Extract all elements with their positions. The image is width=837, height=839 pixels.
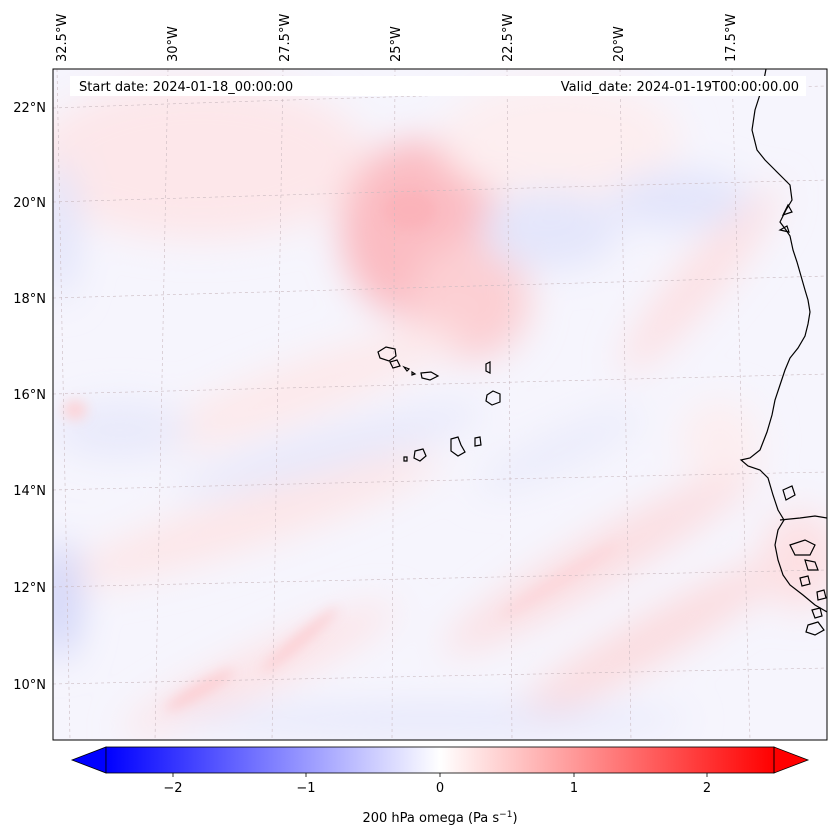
latitude-labels: 22°N 20°N 18°N 16°N 14°N 12°N 10°N: [13, 101, 46, 693]
lon-label: 25°W: [389, 26, 404, 62]
lon-label: 32.5°W: [55, 14, 70, 62]
lat-label: 20°N: [13, 196, 46, 211]
lon-label: 17.5°W: [724, 14, 739, 62]
colorbar-extend-min: [70, 746, 107, 774]
cape-verde-islands: [377, 346, 501, 462]
lon-label: 30°W: [166, 26, 181, 62]
colorbar-extend-max: [773, 746, 810, 774]
longitude-labels: 32.5°W 30°W 27.5°W 25°W 22.5°W 20°W 17.5…: [55, 14, 739, 62]
lat-label: 14°N: [13, 484, 46, 499]
lon-label: 20°W: [612, 26, 627, 62]
colorbar-tick-label: 2: [703, 781, 711, 796]
valid-date-label: Valid_date: 2024-01-19T00:00:00.00: [561, 80, 799, 95]
colorbar-ticks: [172, 773, 708, 777]
map-panel: Start date: 2024-01-18_00:00:00 Valid_da…: [53, 69, 827, 740]
lon-label: 27.5°W: [278, 14, 293, 62]
colorbar-tick-label: 1: [570, 781, 578, 796]
colorbar-gradient: [106, 747, 774, 773]
map-frame: [52, 68, 828, 741]
lat-label: 16°N: [13, 388, 46, 403]
start-date-label: Start date: 2024-01-18_00:00:00: [79, 80, 293, 95]
colorbar-label: 200 hPa omega (Pa s−1): [362, 810, 517, 826]
omega-streaks: [63, 190, 620, 711]
header-strip: [70, 76, 806, 96]
lon-label: 22.5°W: [501, 14, 516, 62]
gridlines: [53, 69, 827, 740]
colorbar: −2 −1 0 1 2 200 hPa omega (Pa s−1): [70, 746, 810, 826]
colorbar-tick-label: −2: [163, 781, 182, 796]
lat-label: 18°N: [13, 292, 46, 307]
lat-label: 10°N: [13, 678, 46, 693]
colorbar-tick-label: −1: [296, 781, 315, 796]
lat-label: 22°N: [13, 101, 46, 116]
colorbar-tick-label: 0: [436, 781, 444, 796]
africa-coastline: [739, 69, 827, 636]
lat-label: 12°N: [13, 581, 46, 596]
